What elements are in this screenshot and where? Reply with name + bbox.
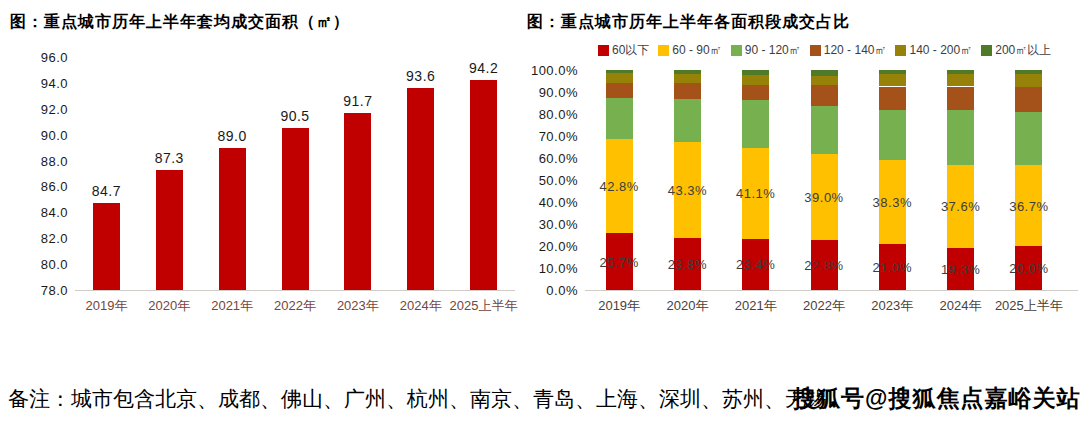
area-segment-bar (606, 70, 633, 73)
area-segment-label: 25.7% (584, 254, 654, 269)
area-segment-bar (947, 70, 974, 74)
right-chart-plot: 0.0% 10.0% 20.0% 30.0% 40.0% 50.0% 60.0% 70.0% 8… (0, 0, 1083, 425)
right-x-tick-label: 2022年 (803, 297, 845, 315)
right-x-axis-line (585, 290, 1078, 291)
area-segment-bar (879, 74, 906, 87)
right-x-tick-label: 2020年 (666, 297, 708, 315)
watermark: 搜狐号@搜狐焦点嘉峪关站 (793, 383, 1080, 414)
area-segment-bar (811, 76, 838, 85)
area-segment-bar (606, 83, 633, 98)
area-segment-bar (1015, 74, 1042, 87)
page: 图：重点城市历年上半年套均成交面积（㎡） 图：重点城市历年上半年各面积段成交占比… (0, 0, 1083, 425)
area-segment-bar (606, 73, 633, 83)
area-segment-bar (879, 87, 906, 111)
right-y-tick-label: 30.0% (518, 217, 578, 232)
area-segment-bar (811, 85, 838, 107)
right-y-tick-label: 10.0% (518, 261, 578, 276)
area-segment-bar (674, 83, 701, 99)
area-segment-bar (947, 74, 974, 87)
area-segment-label: 38.3% (857, 194, 927, 209)
right-y-tick-label: 90.0% (518, 85, 578, 100)
area-segment-label: 22.8% (789, 257, 859, 272)
area-segment-bar (879, 110, 906, 159)
area-segment-bar (879, 70, 906, 74)
area-segment-bar (674, 99, 701, 143)
area-segment-bar (674, 70, 701, 74)
area-segment-bar (674, 74, 701, 83)
area-segment-bar (947, 110, 974, 165)
right-y-tick-label: 40.0% (518, 195, 578, 210)
area-segment-label: 42.8% (584, 179, 654, 194)
right-x-tick-label: 2021年 (735, 297, 777, 315)
area-segment-label: 20.0% (994, 261, 1064, 276)
area-segment-label: 23.4% (721, 257, 791, 272)
area-segment-label: 19.3% (926, 261, 996, 276)
area-segment-label: 21.0% (857, 259, 927, 274)
area-segment-label: 37.6% (926, 199, 996, 214)
right-y-tick-label: 20.0% (518, 239, 578, 254)
area-segment-bar (1015, 70, 1042, 74)
right-x-tick-label: 2024年 (940, 297, 982, 315)
area-segment-bar (742, 75, 769, 85)
area-segment-label: 43.3% (652, 183, 722, 198)
right-y-tick-label: 70.0% (518, 129, 578, 144)
area-segment-bar (742, 100, 769, 148)
right-y-tick-label: 0.0% (518, 283, 578, 298)
area-segment-label: 23.8% (652, 256, 722, 271)
footnote: 备注：城市包含北京、成都、佛山、广州、杭州、南京、青岛、上海、深圳、苏州、无锡 (8, 385, 827, 413)
right-y-tick-label: 60.0% (518, 151, 578, 166)
area-segment-bar (947, 87, 974, 111)
area-segment-bar (1015, 112, 1042, 165)
area-segment-label: 36.7% (994, 198, 1064, 213)
right-x-tick-label: 2019年 (598, 297, 640, 315)
right-y-tick-label: 50.0% (518, 173, 578, 188)
area-segment-bar (811, 106, 838, 154)
area-segment-bar (742, 85, 769, 101)
area-segment-label: 41.1% (721, 186, 791, 201)
right-x-tick-label: 2025上半年 (995, 297, 1063, 315)
area-segment-bar (811, 70, 838, 76)
area-segment-bar (742, 70, 769, 75)
right-y-tick-label: 80.0% (518, 107, 578, 122)
area-segment-bar (606, 98, 633, 139)
area-segment-bar (1015, 87, 1042, 112)
right-x-tick-label: 2023年 (871, 297, 913, 315)
right-y-tick-label: 100.0% (518, 63, 578, 78)
area-segment-label: 39.0% (789, 189, 859, 204)
